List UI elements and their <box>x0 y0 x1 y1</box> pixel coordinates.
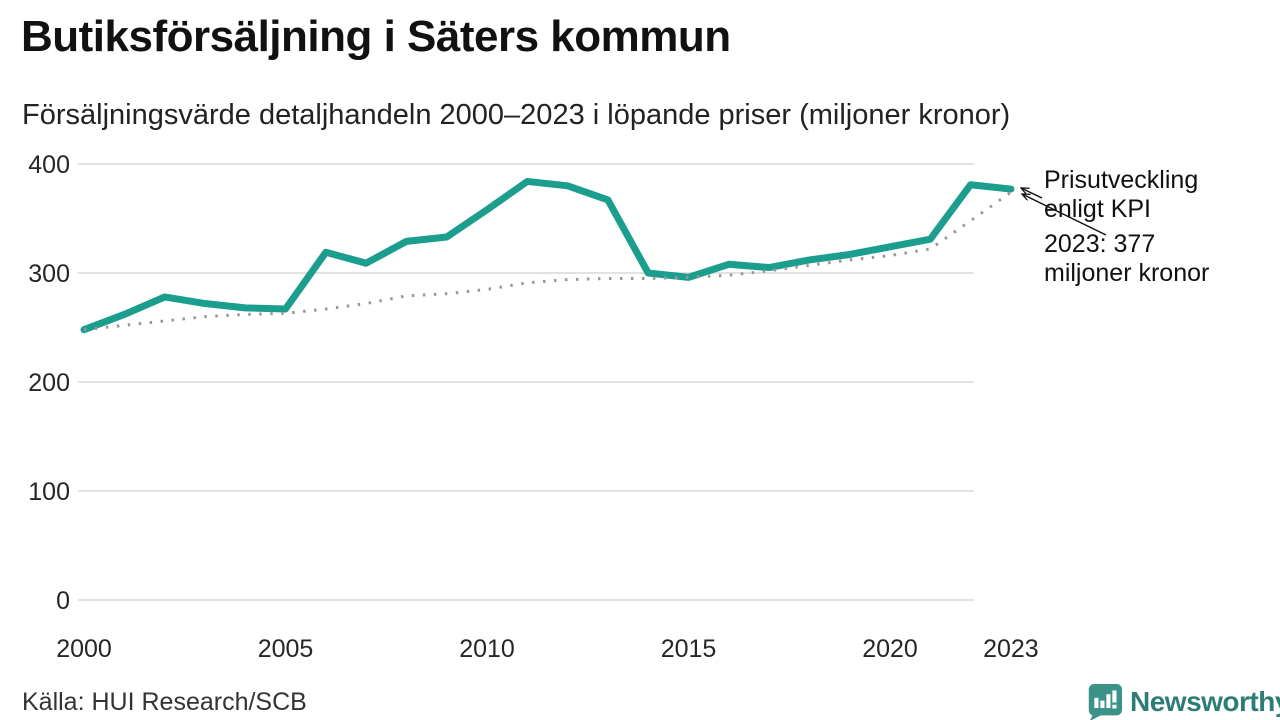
x-axis-tick-labels: 2000 2005 2010 2015 2020 2023 <box>56 635 1039 663</box>
annotation-arrow-value <box>1022 194 1107 236</box>
x-tick-label: 2010 <box>459 635 515 663</box>
newsworthy-logo-icon <box>1088 683 1123 720</box>
x-tick-label: 2005 <box>258 635 314 663</box>
kpi-dotted-line <box>83 191 1012 332</box>
data-series <box>80 177 1015 334</box>
newsworthy-logo: Newsworthy <box>1086 683 1280 720</box>
gridlines <box>78 163 974 601</box>
y-tick-label: 300 <box>28 260 70 288</box>
annotation-kpi-label: Prisutveckling enligt KPI <box>1044 166 1199 223</box>
newsworthy-logo-text: Newsworthy <box>1130 686 1280 717</box>
x-tick-label: 2000 <box>56 635 112 663</box>
source-text: Källa: HUI Research/SCB <box>22 688 307 716</box>
y-tick-label: 100 <box>28 478 70 506</box>
page-title: Butiksförsäljning i Säters kommun <box>21 12 731 61</box>
annotation-final-value: 2023: 377 miljoner kronor <box>1044 230 1210 287</box>
x-tick-label: 2015 <box>661 635 717 663</box>
x-tick-label: 2023 <box>983 635 1039 663</box>
y-axis-tick-labels: 0 100 200 300 400 <box>28 151 70 615</box>
y-tick-label: 0 <box>56 587 70 615</box>
y-tick-label: 200 <box>28 369 70 397</box>
annotation-arrow-kpi <box>1021 188 1043 199</box>
sales-line <box>80 177 1015 334</box>
page-subtitle: Försäljningsvärde detaljhandeln 2000–202… <box>22 99 1011 131</box>
x-tick-label: 2020 <box>862 635 918 663</box>
y-tick-label: 400 <box>28 151 70 179</box>
